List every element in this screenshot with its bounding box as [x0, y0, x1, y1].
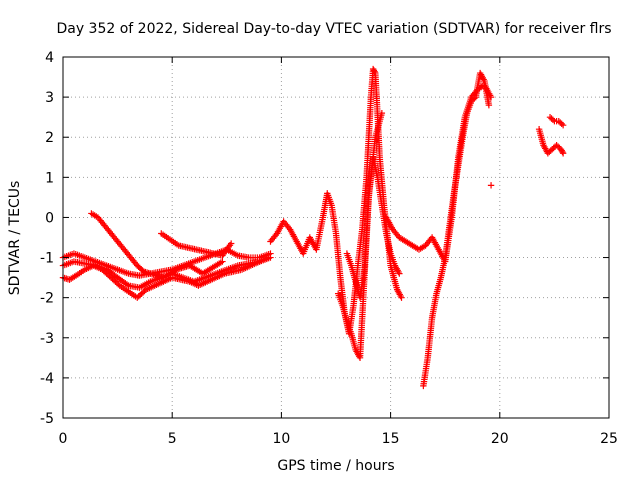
- x-axis-label: GPS time / hours: [277, 458, 394, 474]
- data-point-track-f: [371, 68, 378, 75]
- data-point-track-f: [398, 294, 405, 301]
- axes: 0 5 10 15 20 25 -5 -4 -3 -2 -1 0 1 2 3 4: [40, 50, 618, 447]
- y-tick-label: 0: [45, 210, 54, 226]
- data-point-track-j: [471, 95, 478, 102]
- chart-title: Day 352 of 2022, Sidereal Day-to-day VTE…: [56, 21, 611, 37]
- y-tick-label: 3: [45, 90, 54, 106]
- data-point-track-k: [559, 148, 566, 156]
- y-tick-label: -2: [40, 291, 54, 307]
- data-point-track-e: [227, 240, 235, 247]
- data-point-track-h: [378, 109, 386, 117]
- data-point-track-c: [141, 287, 148, 295]
- data-point-track-l: [549, 116, 557, 124]
- x-tick-label: 25: [600, 431, 618, 447]
- data-point-track-m: [487, 182, 495, 189]
- data-point-track-j: [485, 101, 493, 109]
- y-tick-label: -1: [40, 251, 54, 267]
- data-point-track-d: [219, 258, 226, 265]
- y-tick-label: -5: [40, 411, 54, 427]
- data-point-track-l: [558, 120, 565, 128]
- grid: [63, 57, 609, 418]
- y-tick-label: -4: [40, 371, 54, 387]
- y-tick-label: 1: [45, 170, 54, 186]
- data-point-track-g: [396, 270, 403, 277]
- x-tick-label: 20: [491, 431, 509, 447]
- x-tick-label: 15: [382, 431, 400, 447]
- x-tick-label: 5: [168, 431, 177, 447]
- x-tick-label: 0: [59, 431, 68, 447]
- data-point-track-l: [559, 121, 567, 129]
- plot-frame: [62, 56, 610, 419]
- data-point-track-k: [559, 150, 567, 157]
- data-points: [59, 65, 567, 390]
- x-tick-label: 10: [272, 431, 290, 447]
- data-point-track-c: [115, 281, 122, 288]
- y-axis-label: SDTVAR / TECUs: [7, 181, 23, 296]
- data-point-track-c: [265, 254, 272, 261]
- y-tick-label: 4: [45, 50, 54, 66]
- y-tick-label: -3: [40, 331, 54, 347]
- y-tick-label: 2: [45, 130, 54, 146]
